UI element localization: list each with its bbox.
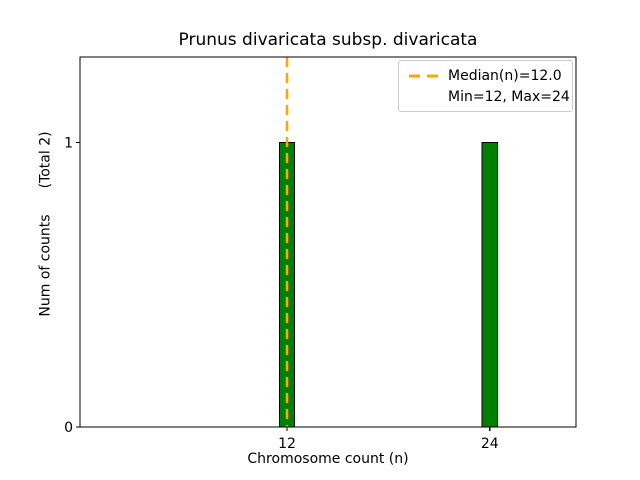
y-tick-label-1: 1 [64,135,73,151]
x-tick-label-12: 12 [278,436,296,452]
legend-item: Min=12, Max=24 [408,86,570,107]
legend-label-median: Median(n)=12.0 [448,67,562,84]
dashed-line-marker-svg [409,74,439,77]
x-axis-label: Chromosome count (n) [247,451,409,467]
dashed-line-marker [408,73,440,79]
chart-title: Prunus divaricata subsp. divaricata [178,30,478,50]
y-axis-label: Num of counts (Total 2) [38,131,55,316]
legend-item: Median(n)=12.0 [408,65,566,86]
legend-label-min-max: Min=12, Max=24 [448,88,570,105]
x-tick-label-24: 24 [481,436,499,452]
y-tick-label-0: 0 [64,420,73,436]
y-axis-label-main: Num of counts [37,214,54,317]
bar-x24 [481,141,498,428]
plot-frame [79,56,577,428]
legend: Median(n)=12.0 Min=12, Max=24 [398,60,573,112]
y-axis-label-total: (Total 2) [37,131,54,189]
